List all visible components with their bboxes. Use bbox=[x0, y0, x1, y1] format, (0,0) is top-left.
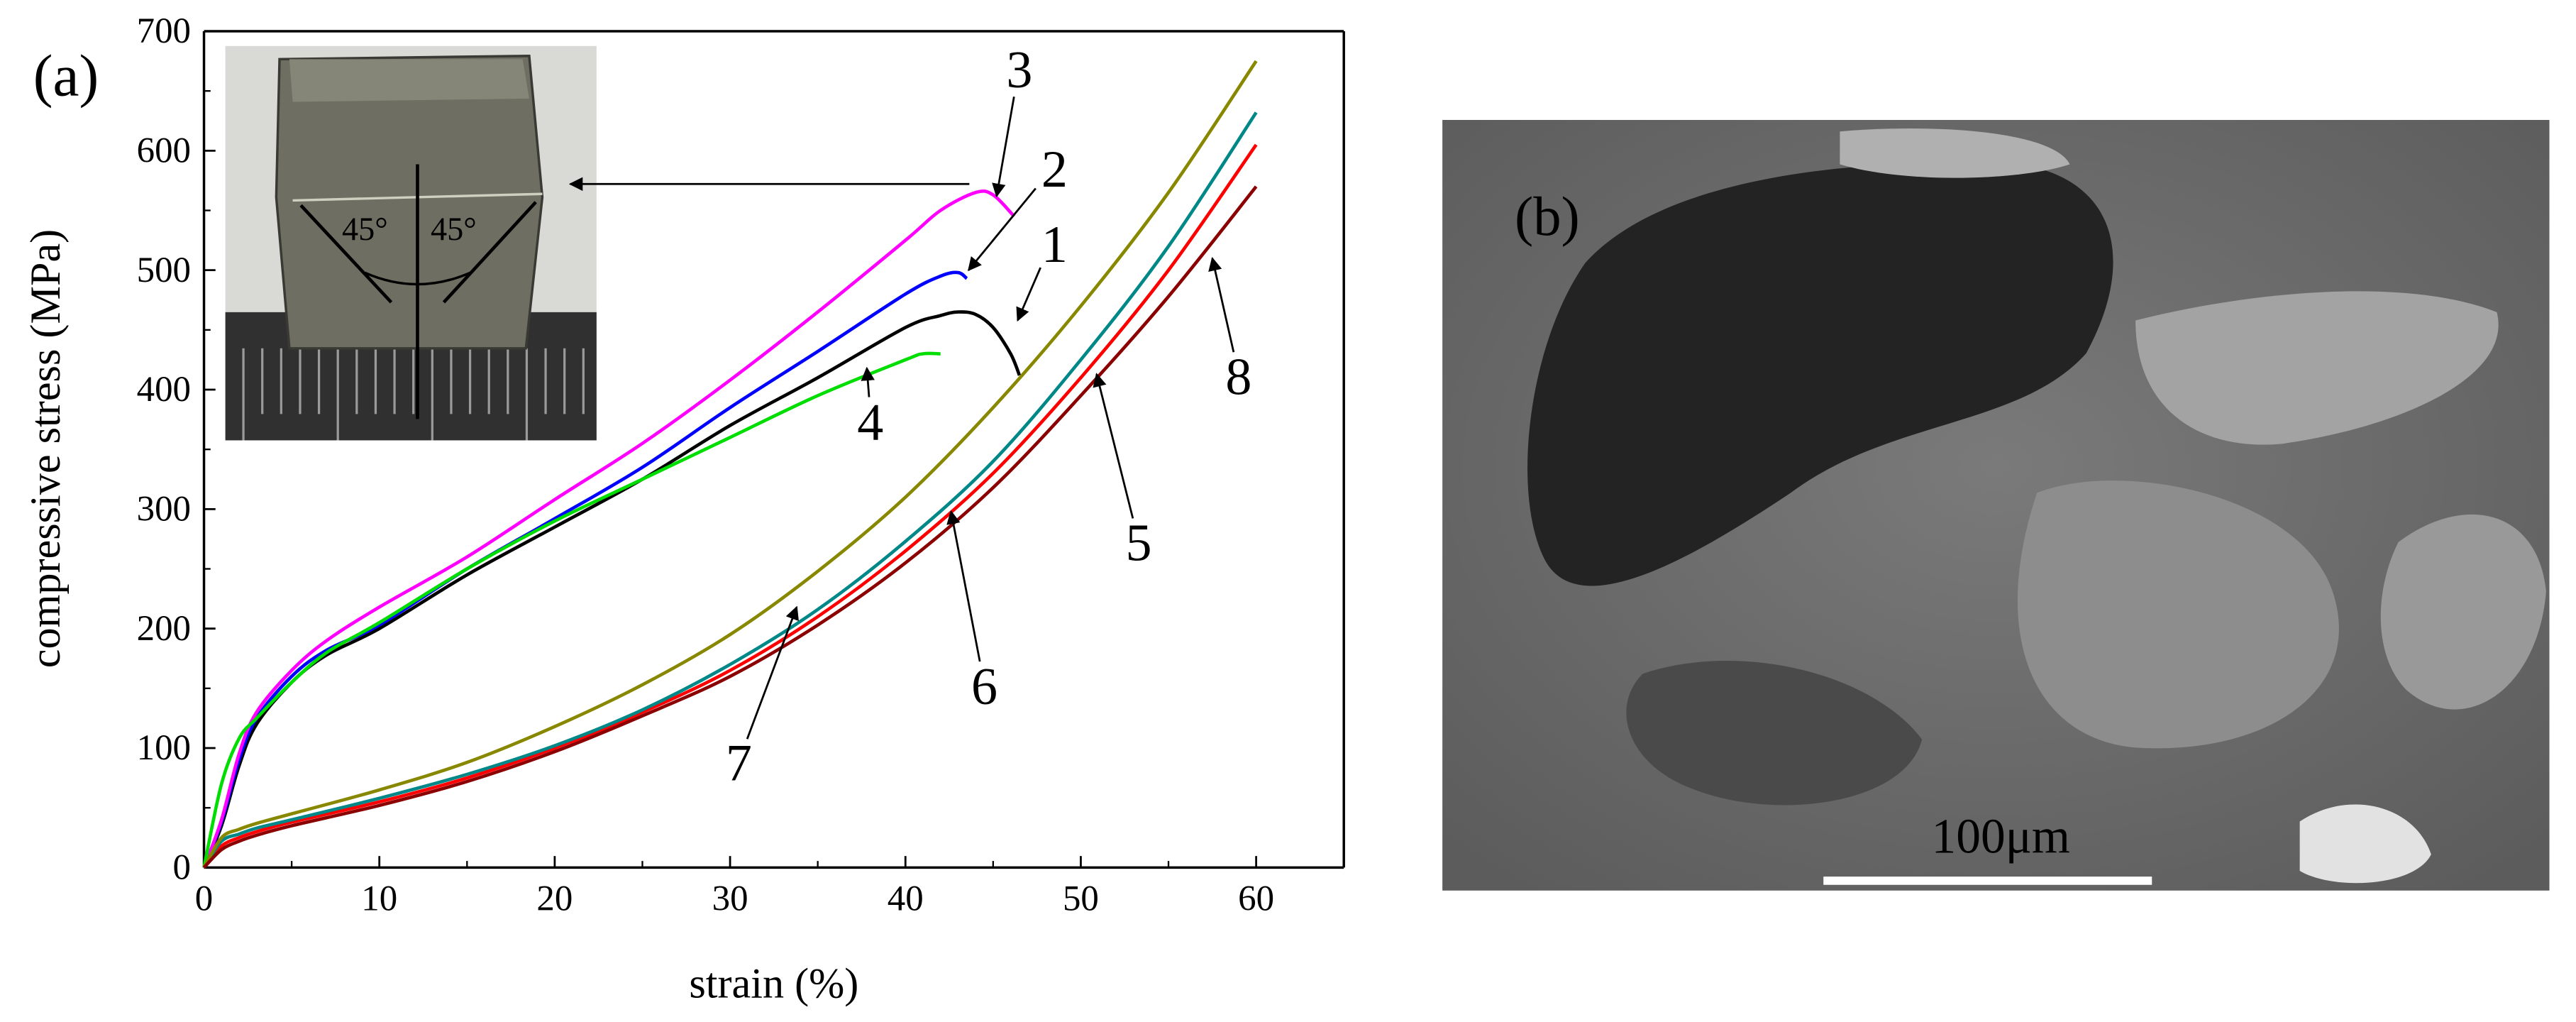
y-tick-label: 600 bbox=[137, 131, 191, 171]
scale-bar-label: 100μm bbox=[1932, 810, 2070, 864]
inset-specimen-photo: 45° 45° bbox=[225, 45, 597, 441]
x-tick-label: 50 bbox=[1063, 879, 1099, 919]
y-tick-label: 300 bbox=[137, 490, 191, 529]
panel-b: (b) 100μm bbox=[1442, 120, 2550, 891]
curve-label-arrow bbox=[746, 605, 799, 740]
panel-b-label: (b) bbox=[1515, 186, 1580, 248]
sem-particle-light-4 bbox=[2380, 514, 2546, 710]
curve-label: 7 bbox=[726, 734, 752, 792]
curve-label: 4 bbox=[857, 394, 883, 452]
y-tick-label: 100 bbox=[137, 728, 191, 768]
curve-label: 8 bbox=[1225, 348, 1251, 407]
series-line-7 bbox=[202, 60, 1258, 869]
inset-angle-right-label: 45° bbox=[431, 211, 477, 248]
sem-particle-light-1 bbox=[2135, 291, 2499, 445]
series-line-5 bbox=[202, 143, 1258, 869]
curve-label-arrow bbox=[992, 96, 1015, 198]
curve-label-arrow bbox=[1208, 256, 1235, 353]
curve-label-arrow bbox=[968, 187, 1037, 272]
x-tick-label: 10 bbox=[361, 879, 397, 919]
panel-a-label: (a) bbox=[33, 43, 99, 109]
y-tick-label: 200 bbox=[137, 609, 191, 649]
curve-label-arrow bbox=[1093, 373, 1134, 519]
inset-left-shear-line bbox=[299, 204, 393, 304]
series-line-4 bbox=[202, 351, 941, 868]
y-tick-label: 500 bbox=[137, 251, 191, 290]
inset-angle-left-label: 45° bbox=[342, 211, 388, 248]
curve-label: 2 bbox=[1041, 141, 1068, 199]
sem-particle-light-2 bbox=[2017, 480, 2339, 749]
y-axis-title: compressive stress (MPa) bbox=[22, 229, 70, 668]
x-tick-label: 40 bbox=[888, 879, 924, 919]
curve-label-arrow bbox=[1016, 267, 1041, 322]
y-tick-label: 400 bbox=[137, 370, 191, 410]
x-tick-label: 30 bbox=[712, 879, 748, 919]
panel-a: (a) 0 10 20 30 40 50 600100200300400500600700 … bbox=[22, 11, 1345, 1007]
series-line-6 bbox=[202, 111, 1258, 869]
curve-label: 6 bbox=[971, 658, 997, 716]
series-line-3 bbox=[202, 189, 1016, 869]
curve-label: 5 bbox=[1125, 515, 1151, 573]
sem-bright-spot bbox=[2299, 804, 2431, 884]
x-axis-title: strain (%) bbox=[689, 960, 858, 1007]
curve-label-arrow bbox=[861, 366, 875, 397]
y-tick-label: 0 bbox=[173, 848, 191, 888]
inset-right-shear-line bbox=[442, 201, 537, 304]
curve-label-arrow bbox=[946, 510, 981, 662]
series-line-8 bbox=[202, 185, 1258, 869]
series-lines bbox=[202, 60, 1258, 869]
x-tick-label: 60 bbox=[1238, 879, 1274, 919]
sem-particle-light-3 bbox=[1840, 128, 2070, 178]
sem-pore-dark bbox=[1527, 163, 2113, 586]
x-tick-label: 20 bbox=[536, 879, 573, 919]
inset-angle-arc bbox=[364, 271, 471, 286]
curve-label: 3 bbox=[1006, 41, 1032, 99]
inset-specimen-top-face bbox=[289, 59, 529, 102]
x-tick-label: 0 bbox=[195, 879, 213, 919]
sem-shadow-region bbox=[1626, 661, 1923, 806]
inset-specimen bbox=[275, 54, 544, 350]
curve-label: 1 bbox=[1041, 216, 1068, 274]
y-tick-label: 700 bbox=[137, 11, 191, 51]
inset-ruler-ticks bbox=[242, 348, 585, 441]
